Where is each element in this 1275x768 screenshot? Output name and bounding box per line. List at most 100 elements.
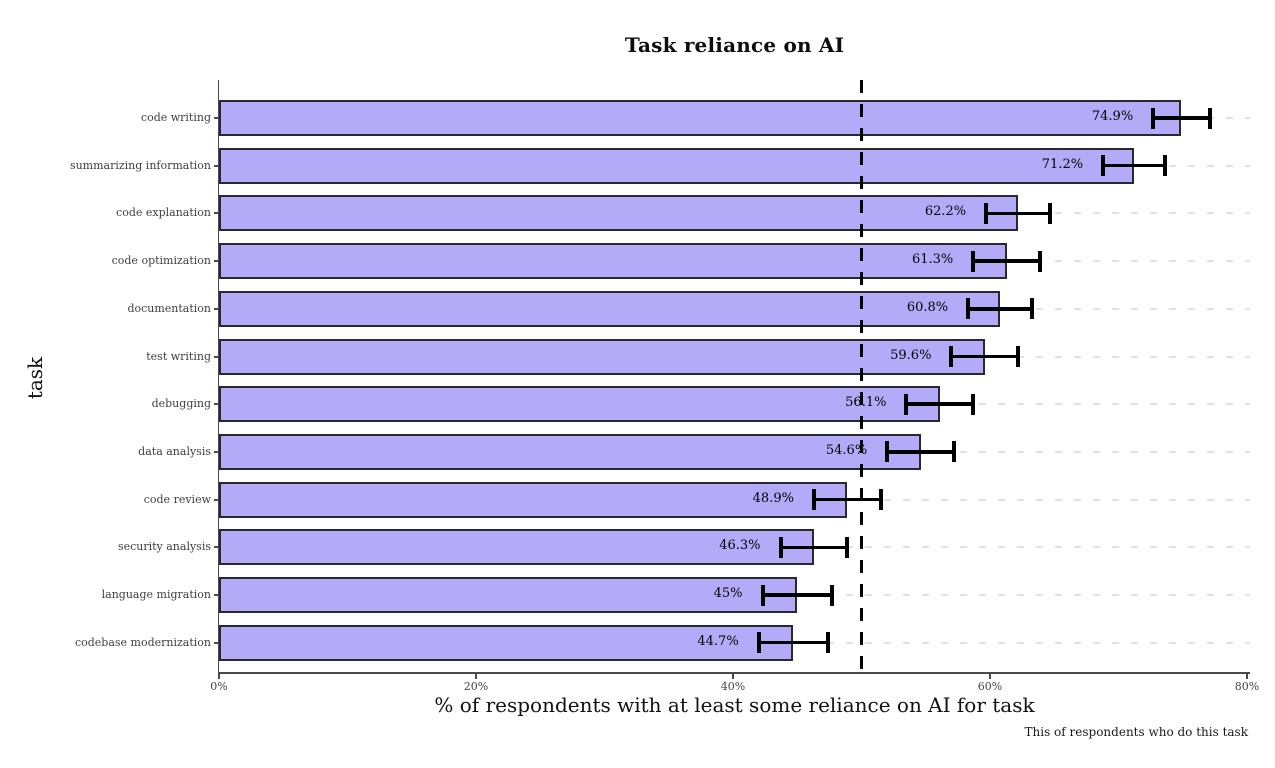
category-label: data analysis [138,444,211,458]
y-tick [214,450,219,453]
error-bar [1153,116,1210,120]
bar [219,481,848,518]
value-label: 60.8% [906,299,949,315]
category-label: code optimization [111,254,211,268]
error-bar-cap-low [1151,107,1156,129]
error-bar-cap-high [971,393,976,415]
bar [219,100,1182,136]
value-label: 74.9% [1091,109,1134,124]
category-label: summarizing information [69,158,211,172]
chart-caption: This of respondents who do this task [1024,725,1249,739]
x-tick [989,673,991,679]
x-tick-label: 60% [977,680,1003,693]
value-label: 56.1% [845,395,887,411]
bar [219,433,921,470]
category-label: code review [143,492,211,506]
error-bar [762,593,832,597]
error-bar-cap-high [1038,250,1043,272]
error-bar-cap-low [760,584,765,606]
y-tick [214,212,219,215]
error-bar-cap-low [949,346,954,367]
error-bar-cap-high [829,584,834,606]
bar [219,243,1007,280]
x-tick-label: 80% [1234,680,1260,693]
error-bar-cap-low [971,250,976,272]
category-label: codebase modernization [74,635,211,649]
y-tick [214,307,219,310]
error-bar-cap-low [966,298,971,320]
error-bar [1103,163,1165,168]
error-bar [758,640,829,645]
value-label: 45% [713,586,743,601]
error-bar [887,450,954,454]
bar [219,529,814,566]
y-axis-line [217,80,219,672]
category-label: test writing [146,349,211,363]
error-bar [968,307,1033,311]
error-bar-cap-high [826,632,831,654]
x-tick [218,673,220,679]
value-label: 54.6% [825,442,868,458]
error-bar-cap-high [1030,298,1035,320]
bar [219,386,940,423]
y-tick [214,164,219,167]
value-label: 59.6% [890,347,932,363]
x-tick-label: 0% [210,680,228,693]
error-bar-cap-high [952,441,957,463]
error-bar [906,402,974,406]
error-bar-cap-low [885,441,890,463]
error-bar [973,259,1041,263]
error-bar-cap-high [845,536,850,558]
category-label: documentation [127,301,211,315]
value-label: 44.7% [697,633,739,649]
error-bar-cap-low [1101,155,1106,177]
value-label: 46.3% [719,538,761,554]
value-label: 71.2% [1041,156,1084,172]
x-tick [732,673,734,679]
reference-line-50pct [860,80,863,672]
bar [219,147,1134,184]
error-bar-cap-low [984,202,989,224]
x-axis-title: % of respondents with at least some reli… [434,693,1035,717]
error-bar-cap-low [756,632,761,654]
error-bar [986,211,1051,216]
category-label: code explanation [116,206,211,220]
error-bar [951,354,1019,359]
value-label: 48.9% [752,490,794,506]
y-tick [214,641,219,644]
y-tick [214,546,219,549]
category-label: code writing [140,111,211,124]
error-bar [813,497,881,502]
x-tick-label: 20% [463,680,489,693]
error-bar-cap-low [811,489,816,511]
error-bar-cap-high [1016,346,1021,367]
value-label: 61.3% [911,252,954,268]
error-bar-cap-high [1048,202,1053,224]
y-tick [214,260,219,263]
y-tick [214,498,219,501]
y-tick [214,594,219,596]
value-label: 62.2% [924,204,967,220]
bar [219,195,1019,232]
error-bar-cap-low [904,393,909,415]
error-bar-cap-high [878,489,883,511]
x-tick [1246,673,1248,679]
x-axis-line [217,672,1250,674]
x-tick-label: 40% [720,680,746,693]
error-bar-cap-high [1207,107,1212,129]
chart-title: Task reliance on AI [624,33,845,57]
error-bar-cap-low [778,536,783,558]
error-bar [780,545,848,550]
bar [219,338,985,375]
bar [219,624,794,661]
bar [219,290,1001,327]
error-bar-cap-high [1162,155,1167,177]
category-label: security analysis [117,540,211,554]
y-tick [214,403,219,406]
x-tick [475,673,477,679]
y-tick [214,117,219,119]
category-label: language migration [101,588,211,601]
bar [219,577,798,613]
